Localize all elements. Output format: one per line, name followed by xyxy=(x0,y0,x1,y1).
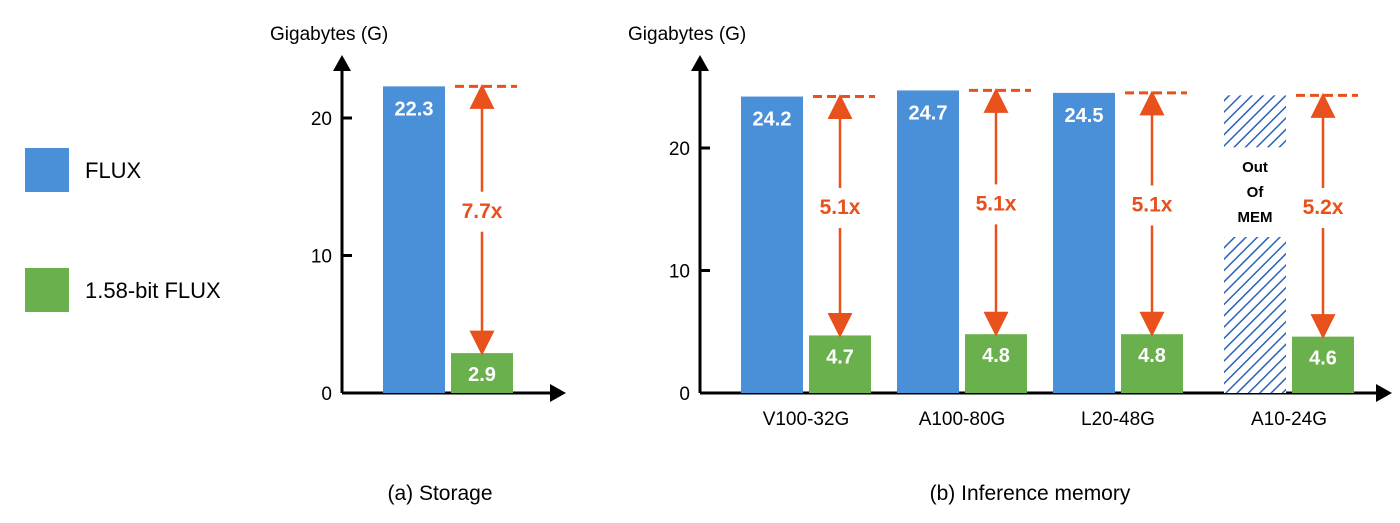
bar-label: 24.5 xyxy=(1065,105,1104,127)
y-tick-label: 0 xyxy=(321,384,332,405)
bar-oom-hatch xyxy=(1224,95,1286,148)
x-axis-arrow xyxy=(550,384,566,402)
ratio-label: 5.1x xyxy=(1132,194,1173,217)
oom-label: Of xyxy=(1247,184,1265,201)
bar-1.58bit xyxy=(965,334,1027,393)
legend-swatch xyxy=(25,148,69,192)
chart-caption: (a) Storage xyxy=(387,482,492,505)
bar-label: 4.7 xyxy=(826,346,854,368)
bar-1.58bit xyxy=(451,353,513,393)
bar-flux xyxy=(1053,92,1115,393)
bar-label: 4.8 xyxy=(982,345,1010,367)
x-tick-label: V100-32G xyxy=(763,409,850,430)
x-axis-arrow xyxy=(1376,384,1392,402)
bar-label: 2.9 xyxy=(468,364,496,386)
legend: FLUX 1.58-bit FLUX xyxy=(25,148,221,312)
legend-label: FLUX xyxy=(85,158,142,183)
bar-oom-hatch xyxy=(1224,237,1286,393)
y-tick-label: 10 xyxy=(669,262,690,283)
bar-flux xyxy=(897,90,959,394)
bar-1.58bit xyxy=(809,335,871,393)
bar-label: 4.8 xyxy=(1138,345,1166,367)
chart-caption: (b) Inference memory xyxy=(930,482,1131,505)
x-tick-label: A100-80G xyxy=(919,409,1006,430)
y-tick-label: 10 xyxy=(311,247,332,268)
x-tick-label: L20-48G xyxy=(1081,409,1155,430)
y-tick-label: 20 xyxy=(669,139,690,160)
oom-label: Out xyxy=(1242,159,1268,176)
y-tick-label: 20 xyxy=(311,109,332,130)
bar-flux xyxy=(741,96,803,394)
y-axis-label: Gigabytes (G) xyxy=(628,24,746,45)
ratio-label: 5.1x xyxy=(820,196,861,219)
y-tick-label: 0 xyxy=(679,384,690,405)
y-axis-arrow xyxy=(691,55,709,71)
bar-label: 24.2 xyxy=(753,109,792,131)
legend-label: 1.58-bit FLUX xyxy=(85,278,221,303)
oom-label: MEM xyxy=(1238,209,1273,226)
legend-swatch xyxy=(25,268,69,312)
bar-flux xyxy=(383,86,445,393)
ratio-label: 5.2x xyxy=(1303,196,1344,219)
bar-1.58bit xyxy=(1121,334,1183,393)
bar-1.58bit xyxy=(1292,336,1354,393)
inference-memory-chart: Gigabytes (G) 0 10 20 24.2 4.7 5.1x V100-32G 24.… xyxy=(628,24,1392,505)
y-axis-arrow xyxy=(333,55,351,71)
bar-label: 22.3 xyxy=(395,98,434,120)
y-axis-label: Gigabytes (G) xyxy=(270,24,388,45)
x-tick-label: A10-24G xyxy=(1251,409,1327,430)
bar-label: 4.6 xyxy=(1309,348,1337,370)
storage-chart: Gigabytes (G) 0 10 20 22.3 2.9 7.7x (a) Storage xyxy=(270,24,566,505)
ratio-label: 7.7x xyxy=(462,200,503,223)
ratio-label: 5.1x xyxy=(976,192,1017,215)
bar-label: 24.7 xyxy=(909,102,948,124)
